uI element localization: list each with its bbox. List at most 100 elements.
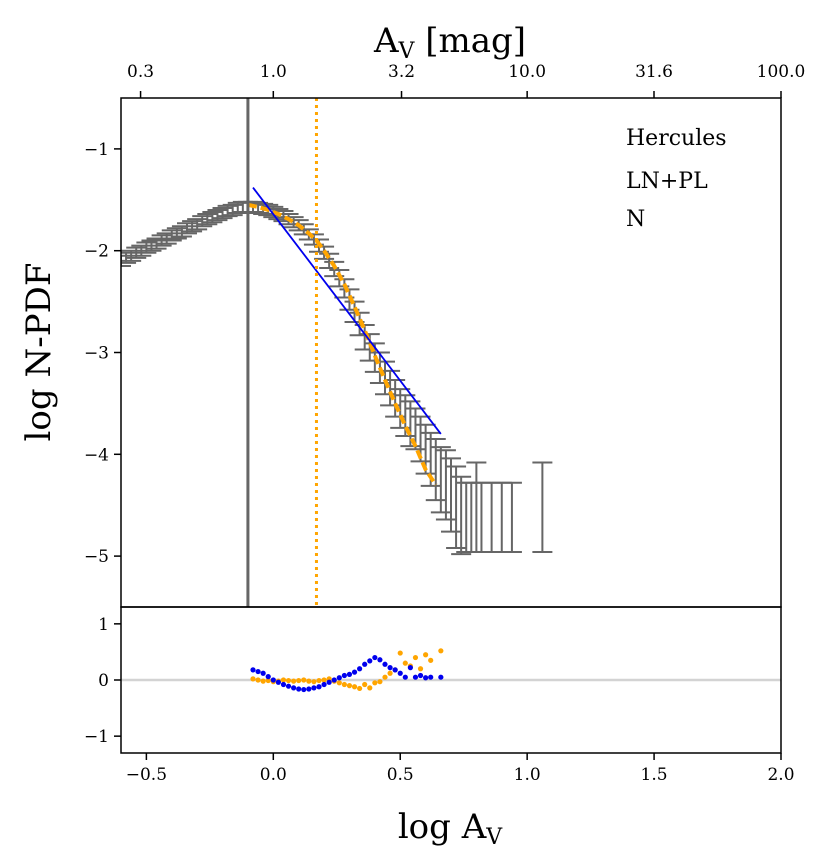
residual-point-powerlaw [331,677,337,683]
residual-plot-area [121,648,781,693]
residual-point-powerlaw [402,674,408,680]
residual-point-powerlaw [407,665,413,671]
annotation-quantity: N [626,207,645,232]
residual-point-powerlaw [377,657,383,663]
pdf-errorbar [171,225,192,238]
residual-point-powerlaw [306,686,312,692]
pdf-errorbar [532,461,553,554]
pdf-errorbar [441,457,461,533]
residual-point-lognormal [362,681,368,688]
residual-point-powerlaw [280,681,287,688]
residual-point-lognormal [377,679,383,685]
residual-point-powerlaw [397,670,403,676]
residual-point-powerlaw [301,686,307,693]
top-axis-title: AV [mag] [373,21,526,64]
residual-point-powerlaw [250,667,256,673]
pdf-errorbar [156,232,177,245]
residual-point-lognormal [412,654,419,661]
residual-ytick-label: −1 [84,727,109,747]
x-tick-label: 1.0 [514,765,541,785]
annotation-fit-model: LN+PL [626,169,708,194]
x-axis-title-main: log A [398,807,487,847]
residual-point-powerlaw [423,675,429,681]
pdf-errorbar [456,481,477,554]
pdf-errorbar [435,449,456,521]
residual-point-powerlaw [291,685,297,691]
residual-point-lognormal [316,677,322,684]
residual-point-powerlaw [260,670,266,676]
pdf-errorbar [461,481,482,554]
y-axis-title: log N-PDF [19,263,59,442]
top-axis: 0.3 1.0 3.2 10.0 31.6 100.0 [127,62,805,98]
x-axis-title: log AV [398,807,503,850]
residual-point-powerlaw [316,684,322,690]
residual-point-powerlaw [428,674,434,680]
pdf-errorbar [451,475,472,556]
residual-point-lognormal [260,678,266,684]
residual-point-powerlaw [387,665,393,671]
pdf-errorbar [491,481,512,554]
residual-point-powerlaw [372,654,378,661]
x-axis: −0.5 0.0 0.5 1.0 1.5 2.0 [126,753,795,785]
residual-point-lognormal [428,657,434,663]
residual-point-powerlaw [321,681,327,688]
pdf-errorbar [121,249,142,262]
residual-point-lognormal [321,677,327,683]
lognormal-fit-line [247,202,438,486]
pdf-errorbar [121,254,131,267]
main-ytick-label: −5 [84,547,109,567]
x-tick-label: 1.5 [641,765,668,785]
main-plot-area [121,187,553,556]
residual-point-powerlaw [296,686,302,692]
residual-point-lognormal [397,650,403,656]
top-axis-title-sub: V [398,39,416,64]
main-ytick-label: −2 [84,242,109,262]
pdf-errorbar [501,481,522,554]
residual-point-powerlaw [367,658,373,664]
residual-point-lognormal [255,677,261,683]
residual-point-powerlaw [357,666,363,672]
residual-point-powerlaw [255,668,261,675]
residual-point-powerlaw [275,679,281,685]
top-tick-label: 3.2 [388,62,415,82]
residual-point-lognormal [382,674,388,680]
residual-point-lognormal [357,685,363,692]
residual-point-powerlaw [265,674,271,680]
top-tick-label: 1.0 [260,62,287,82]
pdf-errorbar [471,481,492,554]
x-tick-label: −0.5 [126,765,167,785]
top-tick-label: 100.0 [757,62,806,82]
pdf-errorbar [446,465,467,549]
residual-point-powerlaw [417,672,424,679]
top-tick-label: 10.0 [508,62,546,82]
top-axis-title-rest: [mag] [414,21,526,61]
residual-point-powerlaw [341,672,347,679]
pdf-errorbar [425,438,446,502]
residual-ytick-label: 0 [98,671,109,691]
residual-point-lognormal [306,678,312,684]
x-tick-label: 0.5 [387,765,414,785]
residual-point-powerlaw [270,677,276,683]
residual-point-powerlaw [285,683,292,689]
powerlaw-fit-line [252,187,442,435]
residual-point-lognormal [438,648,444,654]
residual-point-lognormal [250,676,256,682]
main-ytick-label: −4 [84,445,109,465]
residual-point-powerlaw [382,661,388,667]
residual-point-powerlaw [326,679,332,685]
pdf-errorbar [430,446,451,514]
residual-point-lognormal [280,677,287,683]
residual-point-powerlaw [392,667,398,673]
residual-point-lognormal [423,652,429,658]
residual-point-lognormal [336,680,342,686]
pdf-errorbar [131,244,152,257]
residual-point-powerlaw [351,669,358,675]
main-panel: −1 −2 −3 −4 −5 [84,97,782,608]
residual-point-powerlaw [362,661,368,667]
top-tick-label: 0.3 [127,62,154,82]
residual-point-lognormal [417,666,424,672]
top-tick-label: 31.6 [635,62,673,82]
residual-point-lognormal [351,684,358,690]
x-axis-title-sub: V [485,825,503,850]
